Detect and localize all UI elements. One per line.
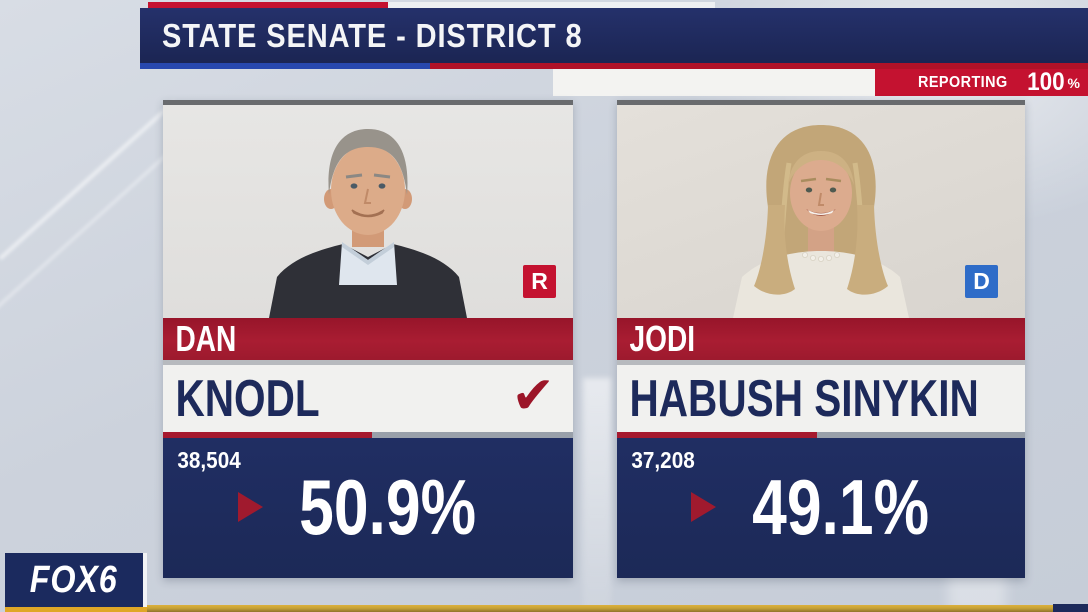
vote-percent: 49.1%	[752, 463, 929, 551]
female-portrait-illustration	[733, 125, 909, 318]
last-name-area: HABUSH SINYKIN ✔	[617, 365, 1025, 432]
card-separator	[617, 360, 1025, 365]
result-panel: 38,504 50.9%	[163, 438, 573, 578]
bottom-navy-corner	[1053, 604, 1088, 612]
vote-count: 38,504	[177, 447, 241, 473]
station-logo-text: FOX6	[30, 559, 118, 601]
reporting-percent-sign: %	[1067, 74, 1080, 91]
station-logo: FOX6	[5, 553, 147, 612]
reporting-label: REPORTING	[918, 73, 1008, 91]
card-top-border	[163, 100, 573, 105]
first-name-stripe: DAN	[163, 318, 573, 360]
race-title-banner: STATE SENATE - DISTRICT 8	[140, 8, 1088, 63]
race-title: STATE SENATE - DISTRICT 8	[162, 16, 583, 54]
card-top-border	[617, 100, 1025, 105]
banner-underline-red	[430, 63, 1088, 69]
background-light-band	[583, 378, 611, 612]
banner-accent-red	[148, 2, 388, 8]
candidate-last-name: KNODL	[175, 369, 320, 428]
winner-checkmark-icon: ✔	[511, 367, 555, 425]
candidate-last-name: HABUSH SINYKIN	[629, 369, 979, 428]
candidate-photo-habush-sinykin: D	[617, 105, 1025, 318]
party-badge-republican: R	[523, 265, 556, 298]
first-name-stripe: JODI	[617, 318, 1025, 360]
vote-share-bar	[163, 432, 573, 438]
male-portrait-illustration	[269, 129, 467, 318]
candidate-first-name: DAN	[175, 318, 237, 359]
vote-percent: 50.9%	[299, 463, 476, 551]
percent-row: 50.9%	[163, 463, 573, 551]
arrow-right-icon	[690, 492, 716, 523]
reporting-badge: REPORTING 100 %	[875, 68, 1088, 96]
result-panel: 37,208 49.1%	[617, 438, 1025, 578]
candidate-photo-knodl: R	[163, 105, 573, 318]
vote-count: 37,208	[631, 447, 695, 473]
card-separator	[163, 360, 573, 365]
percent-row: 49.1%	[617, 463, 1025, 551]
arrow-right-icon	[237, 492, 263, 523]
reporting-value: 100	[1026, 68, 1065, 96]
reporting-strip	[553, 69, 875, 96]
background-streak	[0, 99, 177, 261]
last-name-area: KNODL ✔	[163, 365, 573, 432]
party-badge-democrat: D	[965, 265, 998, 298]
vote-share-bar	[617, 432, 1025, 438]
banner-underline-blue	[140, 63, 430, 69]
banner-accent-white	[388, 2, 715, 8]
vote-share-fill	[617, 432, 818, 438]
vote-share-fill	[163, 432, 372, 438]
candidate-card-knodl: R DAN KNODL ✔ 38,504 50.9%	[163, 100, 573, 578]
candidate-card-habush-sinykin: D JODI HABUSH SINYKIN ✔ 37,208 49.1%	[617, 100, 1025, 578]
candidate-first-name: JODI	[629, 318, 696, 359]
bottom-gold-rule	[66, 605, 1088, 612]
